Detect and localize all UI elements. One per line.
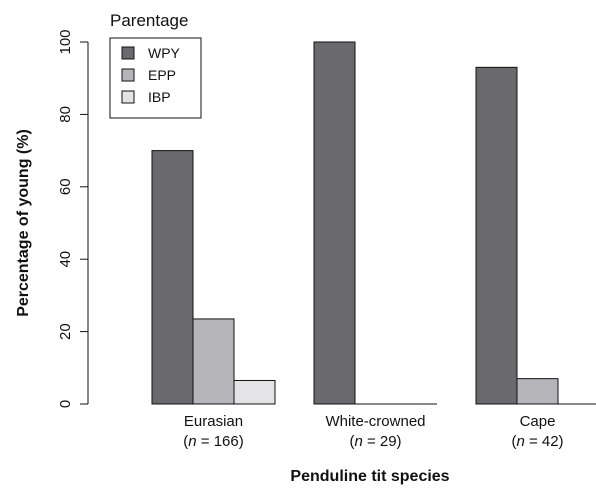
y-tick-label: 60 [57,178,74,195]
sample-size-label: (n = 42) [511,433,563,450]
sample-size-label: (n = 166) [183,433,243,450]
bar-wpy-eurasian [151,150,194,405]
category-label: Cape [520,413,556,430]
y-tick-label: 100 [57,29,74,54]
sample-size-label: (n = 29) [349,433,401,450]
y-axis-title: Percentage of young (%) [15,129,32,317]
category-label: Eurasian [184,413,243,430]
legend-title: Parentage [110,11,188,30]
bar-wpy-cape [475,66,518,405]
y-tick-label: 0 [57,400,74,408]
category-labels: Eurasian (n = 166) White-crowned (n = 29) Ca… [183,413,563,450]
legend-swatch-ibp [121,90,135,104]
y-tick-label: 40 [57,251,74,268]
bar-ibp-eurasian [233,379,276,405]
x-axis-title: Penduline tit species [290,468,449,485]
bar-epp-eurasian [192,318,235,405]
category-label: White-crowned [325,413,425,430]
bar-wpy-white-crowned [313,41,356,405]
legend-items: WPY EPP IBP [121,45,181,105]
legend-label-epp: EPP [148,67,176,83]
legend-label-ibp: IBP [148,89,171,105]
bar-epp-cape [516,378,559,405]
y-axis-ticks: 0 20 40 60 80 100 [57,29,88,408]
bars-group [151,41,596,405]
legend-swatch-wpy [121,46,135,60]
y-tick-label: 20 [57,323,74,340]
legend-swatch-epp [121,68,135,82]
y-tick-label: 80 [57,106,74,123]
legend-label-wpy: WPY [148,45,181,61]
